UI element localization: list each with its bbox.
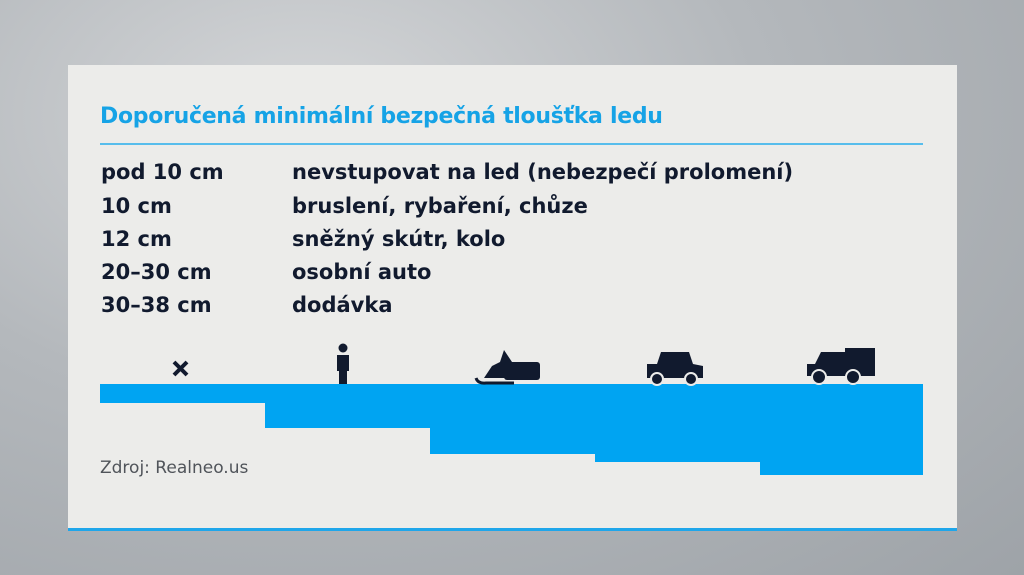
use: bruslení, rybaření, chůze: [292, 194, 588, 218]
table-row: 20–30 cm osobní auto: [101, 260, 431, 284]
car-icon: [647, 352, 703, 386]
table-row: 30–38 cm dodávka: [101, 293, 393, 317]
source-label: Zdroj: Realneo.us: [100, 458, 249, 478]
ice-step-2: [265, 384, 431, 428]
thickness: 30–38 cm: [101, 293, 212, 317]
table-row: pod 10 cm nevstupovat na led (nebezpečí p…: [101, 160, 793, 184]
table-row: 12 cm sněžný skútr, kolo: [101, 227, 505, 251]
use: nevstupovat na led (nebezpečí prolomení): [292, 160, 794, 184]
thickness: 12 cm: [101, 227, 172, 251]
use: sněžný skútr, kolo: [292, 227, 506, 251]
title: Doporučená minimální bezpečná tloušťka l…: [100, 104, 663, 129]
use: dodávka: [292, 293, 393, 317]
snowmobile-icon: [474, 350, 540, 385]
table-row: 10 cm bruslení, rybaření, chůze: [101, 194, 588, 218]
ice-step-5: [760, 384, 923, 475]
title-divider: [100, 143, 923, 145]
ice-step-3: [430, 384, 596, 454]
thickness: 20–30 cm: [101, 260, 212, 284]
ice-step-1: [100, 384, 266, 403]
x-icon: [172, 360, 189, 377]
use: osobní auto: [292, 260, 432, 284]
thickness: pod 10 cm: [101, 160, 224, 184]
thickness: 10 cm: [101, 194, 172, 218]
van-icon: [807, 348, 875, 385]
ice-step-4: [595, 384, 761, 462]
person-icon: [337, 343, 349, 384]
